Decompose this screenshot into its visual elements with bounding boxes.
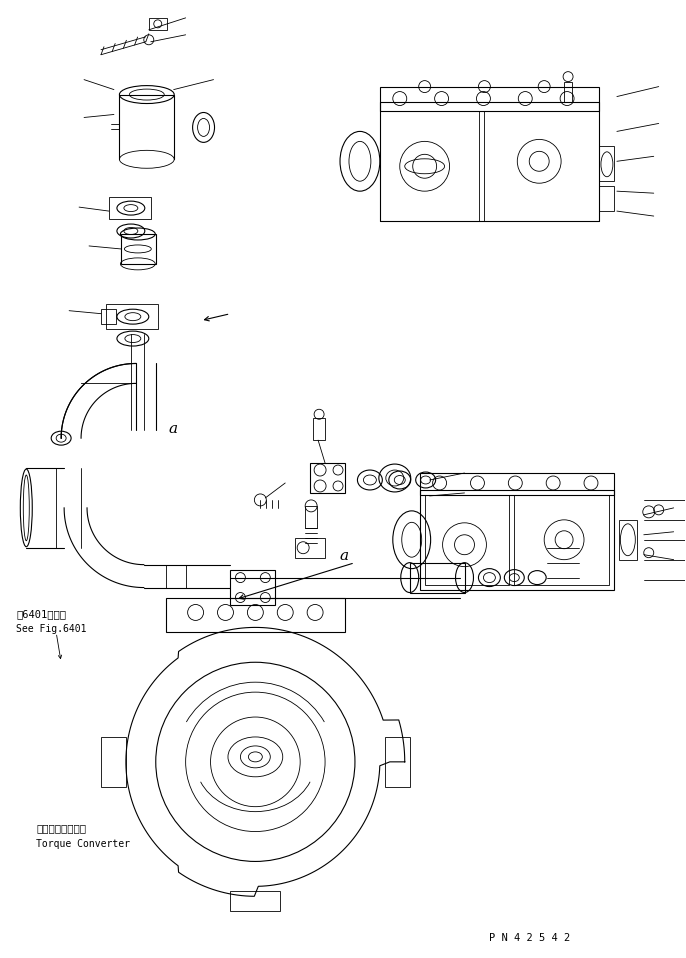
Text: 第6401図参照: 第6401図参照	[16, 609, 67, 620]
Bar	[149, 18, 167, 30]
Bar	[380, 111, 480, 221]
Bar	[230, 570, 275, 605]
Text: a: a	[169, 422, 178, 436]
Bar	[420, 473, 614, 495]
Bar	[599, 186, 614, 211]
Text: See Fig.6401: See Fig.6401	[16, 625, 87, 634]
Bar	[109, 197, 151, 219]
Bar	[295, 537, 325, 558]
Bar	[484, 111, 599, 221]
Bar	[564, 81, 572, 102]
Bar	[380, 102, 599, 221]
Bar	[313, 419, 325, 440]
Bar	[385, 737, 410, 787]
Bar	[310, 463, 345, 493]
Bar	[230, 891, 281, 911]
Bar	[101, 737, 126, 787]
Bar	[106, 304, 158, 329]
Bar	[514, 495, 609, 584]
Text: Torque Converter: Torque Converter	[36, 838, 130, 849]
Bar	[101, 308, 116, 324]
Bar	[425, 495, 509, 584]
Bar	[599, 147, 614, 181]
Text: a: a	[340, 549, 348, 563]
Bar	[420, 490, 614, 589]
Bar	[121, 234, 156, 263]
Bar	[166, 598, 345, 632]
Bar	[305, 506, 317, 528]
Bar	[619, 520, 637, 559]
Text: P N 4 2 5 4 2: P N 4 2 5 4 2	[489, 933, 571, 943]
Bar	[380, 86, 599, 111]
Text: トルクコンバータ: トルクコンバータ	[36, 824, 86, 833]
Bar	[410, 562, 464, 593]
